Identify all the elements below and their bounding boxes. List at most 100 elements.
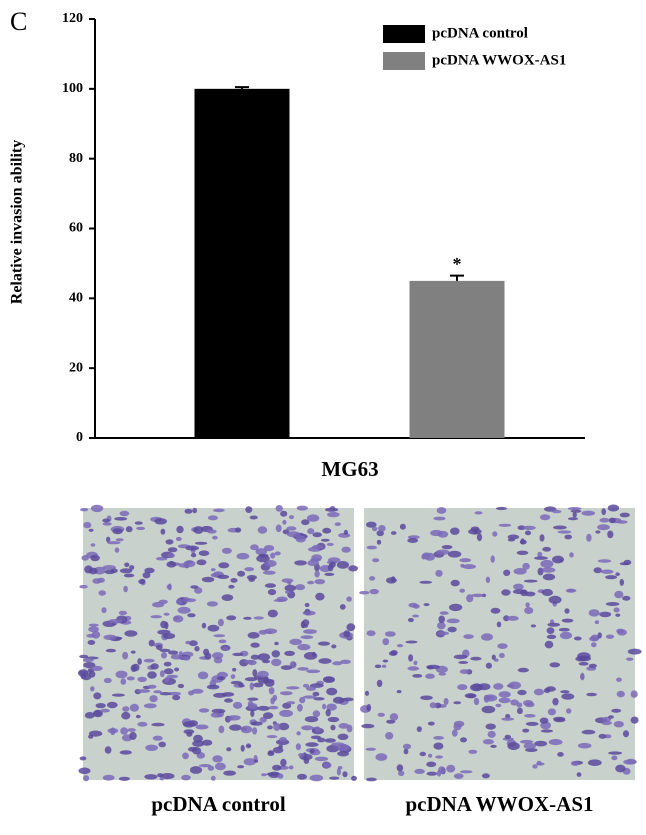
cell [433,736,444,740]
cell [304,602,310,608]
cell [407,535,420,540]
cell [134,521,143,525]
error-bar [450,274,464,281]
cell [522,728,530,733]
cell [286,686,300,690]
cell [476,533,483,542]
bar [194,88,290,438]
cell [83,775,90,782]
cell [81,674,92,681]
cell [622,730,630,738]
cell [119,510,130,517]
cell [230,578,238,583]
cell [331,644,337,649]
cell [399,523,406,530]
cell [453,701,462,705]
cell [167,553,175,559]
cell [194,646,200,652]
cell [226,615,237,621]
cell [255,548,268,556]
cell [87,640,96,645]
cell [570,761,580,766]
cell [459,558,472,563]
cell [143,658,155,663]
cell [97,577,105,583]
cell [493,683,504,690]
cell [522,562,530,570]
cell [372,558,380,563]
micrograph [77,504,358,782]
cell [178,563,190,568]
cell [378,525,386,532]
cell [201,739,213,746]
cell [326,744,340,753]
cell [453,773,464,779]
cell [419,751,427,757]
cell [369,588,380,595]
cell [270,697,275,705]
cell [615,764,626,773]
cell [459,588,466,593]
cell [613,721,624,728]
cell [597,524,610,531]
cell [561,618,574,623]
cell [115,538,124,542]
cell [338,723,350,729]
cell [131,663,140,672]
cell [323,676,335,683]
cell [122,706,130,712]
cell [572,512,577,518]
cell [249,515,258,520]
cell [185,640,191,645]
cell [425,673,435,679]
cell [253,616,264,620]
cell [159,648,171,653]
cell [570,509,582,513]
cell [481,705,496,714]
cell [343,630,351,638]
cell [398,770,405,776]
cell [88,730,103,737]
cell [326,542,334,546]
cell [549,662,561,668]
cell [172,694,181,701]
cell [611,755,618,761]
cell [314,579,326,585]
cell [193,734,203,743]
cell [324,572,335,577]
cell [524,530,532,536]
cell [517,689,527,696]
cell [103,634,117,640]
cell [588,609,600,617]
cell [366,704,372,712]
cell [149,695,158,703]
cell [90,554,100,562]
cell [552,697,559,706]
cell [385,577,397,584]
cell [254,759,259,763]
y-axis-title: Relative invasion ability [9,140,26,304]
cell [412,614,420,618]
cell [580,673,585,680]
cell [108,619,123,624]
cell [129,703,139,712]
cell [312,710,321,718]
cell [196,559,207,566]
cell [120,678,127,685]
cell [507,534,520,540]
cell [177,606,191,614]
cell [130,650,136,654]
cell [274,551,281,556]
cell [212,755,223,763]
cell [325,709,331,717]
cell [157,773,164,778]
cell [557,530,572,534]
cell [382,638,390,646]
cell [266,735,278,739]
cell [270,552,276,559]
cell [289,515,294,520]
cell [320,538,330,542]
cell [532,764,538,769]
cell [206,684,220,690]
